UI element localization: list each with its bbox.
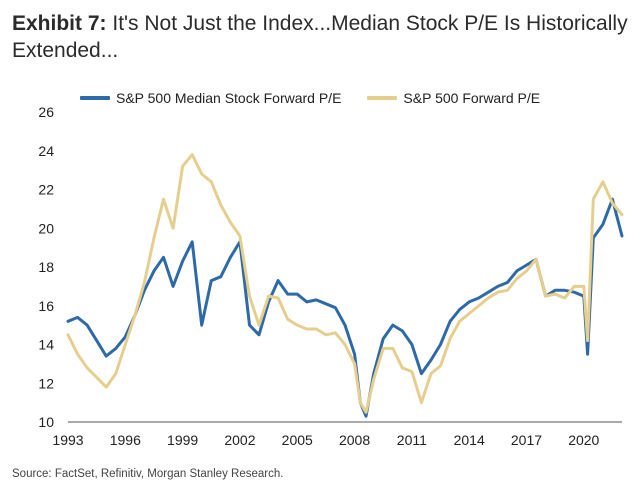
y-tick-label: 24 [38,143,54,159]
x-tick-label: 2017 [511,432,542,448]
y-tick-label: 26 [38,104,54,120]
series-lines [66,153,624,418]
y-tick-label: 10 [38,414,54,430]
y-tick-label: 20 [38,220,54,236]
y-tick-label: 18 [38,259,54,275]
series-line-median-stock-pe [66,197,624,418]
legend-swatch-median [80,96,110,100]
legend-swatch-index [367,96,398,100]
legend: S&P 500 Median Stock Forward P/E S&P 500… [80,90,566,106]
series-line-index-forward-pe [66,153,624,414]
y-tick-label: 12 [38,375,54,391]
chart-title: Exhibit 7: It's Not Just the Index...Med… [12,10,628,64]
x-tick-label: 2008 [339,432,370,448]
y-tick-label: 22 [38,182,54,198]
x-tick-label: 1996 [110,432,141,448]
x-tick-label: 1993 [52,432,83,448]
source-note: Source: FactSet, Refinitiv, Morgan Stanl… [12,468,284,480]
legend-entry-index: S&P 500 Forward P/E [367,90,540,106]
x-tick-label: 1999 [167,432,198,448]
exhibit-label: Exhibit 7: [12,12,107,35]
y-tick-label: 16 [38,298,54,314]
x-axis-tick-labels: 1993 1996 1999 2002 2005 2008 2011 2014 2017 2020 [52,432,599,448]
legend-label-median: S&P 500 Median Stock Forward P/E [116,90,342,106]
x-tick-label: 2011 [397,432,427,448]
legend-label-index: S&P 500 Forward P/E [403,90,541,106]
y-tick-label: 14 [38,337,54,353]
y-axis-tick-labels: 10 12 14 16 18 20 22 24 26 [38,104,54,430]
x-tick-label: 2020 [568,432,599,448]
title-text: It's Not Just the Index...Median Stock P… [12,12,628,62]
x-tick-label: 2002 [224,432,255,448]
x-tick-label: 2014 [454,432,485,448]
x-tick-label: 2005 [282,432,313,448]
legend-entry-median: S&P 500 Median Stock Forward P/E [80,90,341,106]
